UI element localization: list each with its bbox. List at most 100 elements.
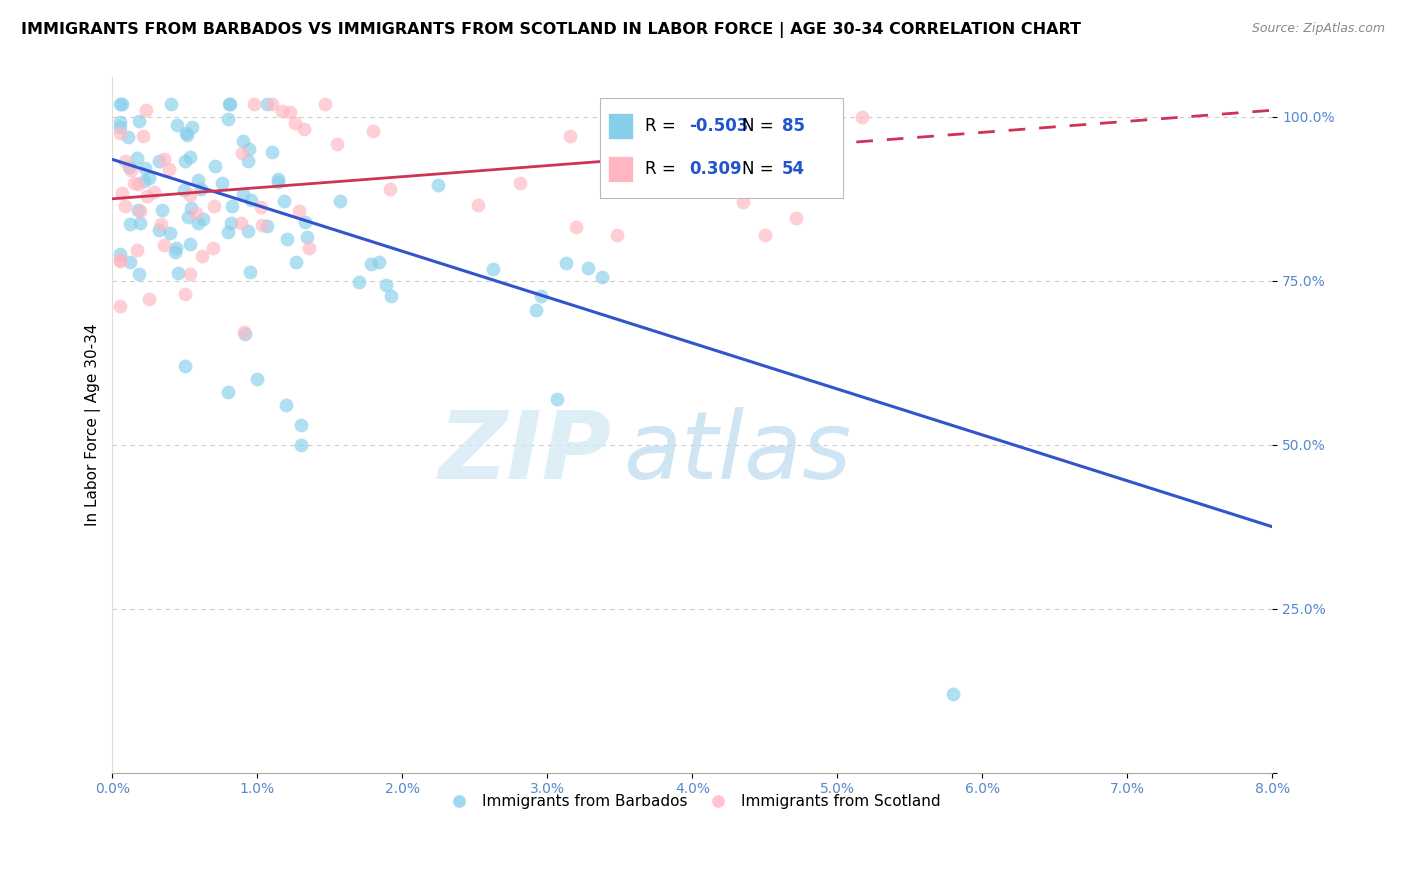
Point <box>576 260 599 275</box>
Point <box>114 199 136 213</box>
Point <box>233 325 256 339</box>
Point <box>177 210 200 224</box>
Point <box>218 96 240 111</box>
Point <box>267 172 290 186</box>
Point <box>114 153 136 168</box>
Point <box>148 154 170 169</box>
Point <box>111 186 134 200</box>
Point <box>217 225 239 239</box>
Point <box>148 223 170 237</box>
Point <box>754 227 776 242</box>
Point <box>138 292 160 306</box>
Point <box>565 219 588 234</box>
Point <box>368 255 391 269</box>
Point <box>165 241 187 255</box>
Point <box>290 418 312 433</box>
Point <box>284 116 307 130</box>
Point <box>218 96 240 111</box>
Point <box>295 230 318 244</box>
Point <box>785 211 807 226</box>
Point <box>202 199 225 213</box>
Point <box>314 96 336 111</box>
Point <box>187 216 209 230</box>
Point <box>179 150 201 164</box>
Point <box>591 269 613 284</box>
Text: N =: N = <box>742 117 779 135</box>
Text: ZIP: ZIP <box>439 407 612 499</box>
Point <box>360 257 382 271</box>
Point <box>120 255 142 269</box>
Point <box>292 121 315 136</box>
Point <box>252 219 274 233</box>
Point <box>221 199 243 213</box>
Point <box>211 176 233 190</box>
Text: Source: ZipAtlas.com: Source: ZipAtlas.com <box>1251 22 1385 36</box>
Point <box>153 237 176 252</box>
Point <box>217 385 239 400</box>
Point <box>157 162 180 177</box>
Point <box>110 96 132 111</box>
Point <box>285 255 308 269</box>
Point <box>262 145 284 159</box>
Point <box>122 176 145 190</box>
Point <box>467 198 489 212</box>
Point <box>509 176 531 190</box>
Point <box>288 203 311 218</box>
Point <box>132 129 155 144</box>
Point <box>150 202 173 217</box>
Point <box>128 267 150 281</box>
Point <box>347 275 370 289</box>
Point <box>204 159 226 173</box>
Point <box>135 103 157 118</box>
Point <box>176 126 198 140</box>
Point <box>558 129 581 144</box>
Point <box>240 194 263 208</box>
Point <box>546 392 568 407</box>
Point <box>108 115 131 129</box>
Text: -0.503: -0.503 <box>689 117 748 135</box>
Point <box>276 232 298 246</box>
Point <box>221 216 243 230</box>
Text: 85: 85 <box>782 117 804 135</box>
Point <box>374 277 396 292</box>
Point <box>328 194 350 209</box>
Point <box>326 136 349 151</box>
Point <box>180 120 202 134</box>
Point <box>108 126 131 140</box>
Point <box>246 372 269 386</box>
Point <box>229 216 252 230</box>
Point <box>138 170 160 185</box>
Point <box>427 178 450 192</box>
Point <box>129 203 152 218</box>
Point <box>132 174 155 188</box>
Point <box>187 172 209 186</box>
Point <box>731 195 754 210</box>
FancyBboxPatch shape <box>599 98 844 198</box>
Point <box>180 201 202 215</box>
Point <box>190 182 212 196</box>
Point <box>380 182 402 196</box>
Point <box>179 187 201 202</box>
Point <box>152 152 174 166</box>
Point <box>190 248 212 262</box>
Point <box>142 185 165 199</box>
Point <box>380 289 402 303</box>
Point <box>174 359 197 373</box>
Point <box>173 183 195 197</box>
Text: atlas: atlas <box>623 408 851 499</box>
Point <box>108 247 131 261</box>
Point <box>239 265 262 279</box>
Point <box>166 266 188 280</box>
Point <box>134 161 156 175</box>
Point <box>298 241 321 255</box>
Point <box>201 241 224 255</box>
Point <box>262 96 284 111</box>
Point <box>166 118 188 132</box>
Point <box>111 96 134 111</box>
Point <box>851 110 873 124</box>
Point <box>530 289 553 303</box>
Y-axis label: In Labor Force | Age 30-34: In Labor Force | Age 30-34 <box>86 324 101 526</box>
Point <box>236 153 259 168</box>
Point <box>280 105 302 120</box>
Text: 54: 54 <box>782 161 804 178</box>
